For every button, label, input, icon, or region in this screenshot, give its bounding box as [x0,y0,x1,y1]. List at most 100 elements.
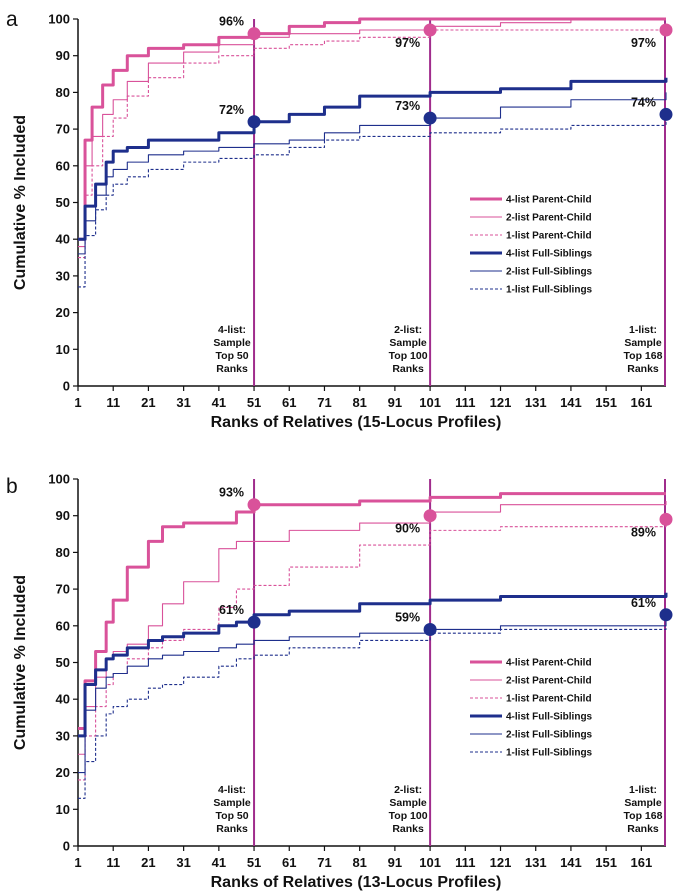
cutoff-note-line: Top 100 [389,350,428,362]
cutoff-percent-label: 97% [631,36,656,50]
y-tick-label: 100 [48,472,70,487]
legend-entry-label: 4-list Parent-Child [506,658,592,669]
cutoff-note-line: Sample [624,337,662,349]
cutoff-note-line: Sample [624,797,662,809]
x-tick-label: 141 [560,855,582,870]
y-tick-label: 60 [56,618,70,633]
cutoff-note-line: Sample [389,797,427,809]
y-tick-label: 20 [56,765,70,780]
cutoff-marker [247,615,261,629]
y-tick-label: 30 [56,268,70,283]
cutoff-note-line: 2-list: [394,784,422,796]
x-tick-label: 1 [74,855,81,870]
cutoff-note-line: Sample [213,797,251,809]
cutoff-note-line: 1-list: [629,324,657,336]
cutoff-percent-label: 74% [631,95,656,109]
y-tick-label: 90 [56,48,70,63]
series-line [78,622,667,799]
cutoff-note-line: Ranks [392,823,424,835]
x-tick-label: 1 [74,395,81,410]
cutoff-note-line: Top 168 [624,350,663,362]
cutoff-note-line: Sample [213,337,251,349]
y-tick-label: 30 [56,728,70,743]
cutoff-percent-label: 61% [219,603,244,617]
legend-entry-label: 2-list Parent-Child [506,213,592,224]
series-line [78,17,666,241]
cutoff-marker [659,107,673,121]
cutoff-note-line: 4-list: [218,324,246,336]
cutoff-note-line: Ranks [627,363,659,375]
x-tick-label: 101 [419,395,441,410]
panel-label: b [6,475,18,498]
cutoff-percent-label: 61% [631,596,656,610]
cutoff-percent-label: 90% [395,522,420,536]
y-tick-label: 50 [56,655,70,670]
cutoff-percent-label: 72% [219,103,244,117]
series-line [78,114,667,288]
y-axis-label: Cumulative % Included [12,575,29,750]
cutoff-marker [659,23,673,37]
legend-entry-label: 2-list Full-Siblings [506,267,593,278]
x-axis-label: Ranks of Relatives (13-Locus Profiles) [211,874,502,891]
cutoff-note-line: Ranks [216,363,248,375]
x-tick-label: 91 [388,855,402,870]
cutoff-marker [423,509,437,523]
y-tick-label: 70 [56,582,70,597]
legend-entry-label: 2-list Parent-Child [506,676,592,687]
x-tick-label: 61 [282,395,296,410]
x-tick-label: 81 [352,395,366,410]
y-tick-label: 40 [56,692,70,707]
legend-entry-label: 1-list Parent-Child [506,231,592,242]
x-tick-label: 81 [352,855,366,870]
y-tick-label: 0 [63,839,70,854]
x-tick-label: 111 [455,395,475,410]
series-line [78,92,667,255]
x-tick-label: 21 [141,855,155,870]
cutoff-percent-label: 93% [219,486,244,500]
x-tick-label: 51 [247,395,261,410]
x-tick-label: 151 [595,395,617,410]
series-line [78,592,668,738]
x-tick-label: 161 [631,855,653,870]
x-tick-label: 11 [106,395,120,410]
cutoff-note-line: 2-list: [394,324,422,336]
cutoff-marker [247,498,261,512]
x-axis-label: Ranks of Relatives (15-Locus Profiles) [211,414,502,431]
y-tick-label: 80 [56,545,70,560]
cutoff-marker [423,622,437,636]
legend-entry-label: 2-list Full-Siblings [506,730,593,741]
y-tick-label: 50 [56,195,70,210]
legend-entry-label: 1-list Full-Siblings [506,285,593,296]
cutoff-marker [659,512,673,526]
cutoff-percent-label: 89% [631,525,656,539]
x-tick-label: 131 [525,395,547,410]
x-tick-label: 121 [490,395,512,410]
series-line [78,29,666,259]
cutoff-percent-label: 73% [395,99,420,113]
x-tick-label: 91 [388,395,402,410]
x-tick-label: 51 [247,855,261,870]
x-tick-label: 131 [525,855,547,870]
cutoff-note-line: Ranks [392,363,424,375]
cutoff-note-line: Top 50 [216,810,249,822]
legend-entry-label: 4-list Parent-Child [506,195,592,206]
legend-entry-label: 1-list Full-Siblings [506,748,593,759]
y-tick-label: 40 [56,232,70,247]
x-tick-label: 141 [560,395,582,410]
series-line [78,519,667,781]
legend-entry-label: 1-list Parent-Child [506,694,592,705]
cutoff-marker [659,608,673,622]
x-tick-label: 41 [212,395,226,410]
series-line [78,501,667,755]
x-tick-label: 11 [106,855,120,870]
cutoff-note-line: 1-list: [629,784,657,796]
x-tick-label: 61 [282,855,296,870]
y-tick-label: 90 [56,508,70,523]
legend-entry-label: 4-list Full-Siblings [506,712,593,723]
x-tick-label: 151 [595,855,617,870]
x-tick-label: 31 [176,395,190,410]
y-tick-label: 70 [56,122,70,137]
cutoff-marker [423,23,437,37]
